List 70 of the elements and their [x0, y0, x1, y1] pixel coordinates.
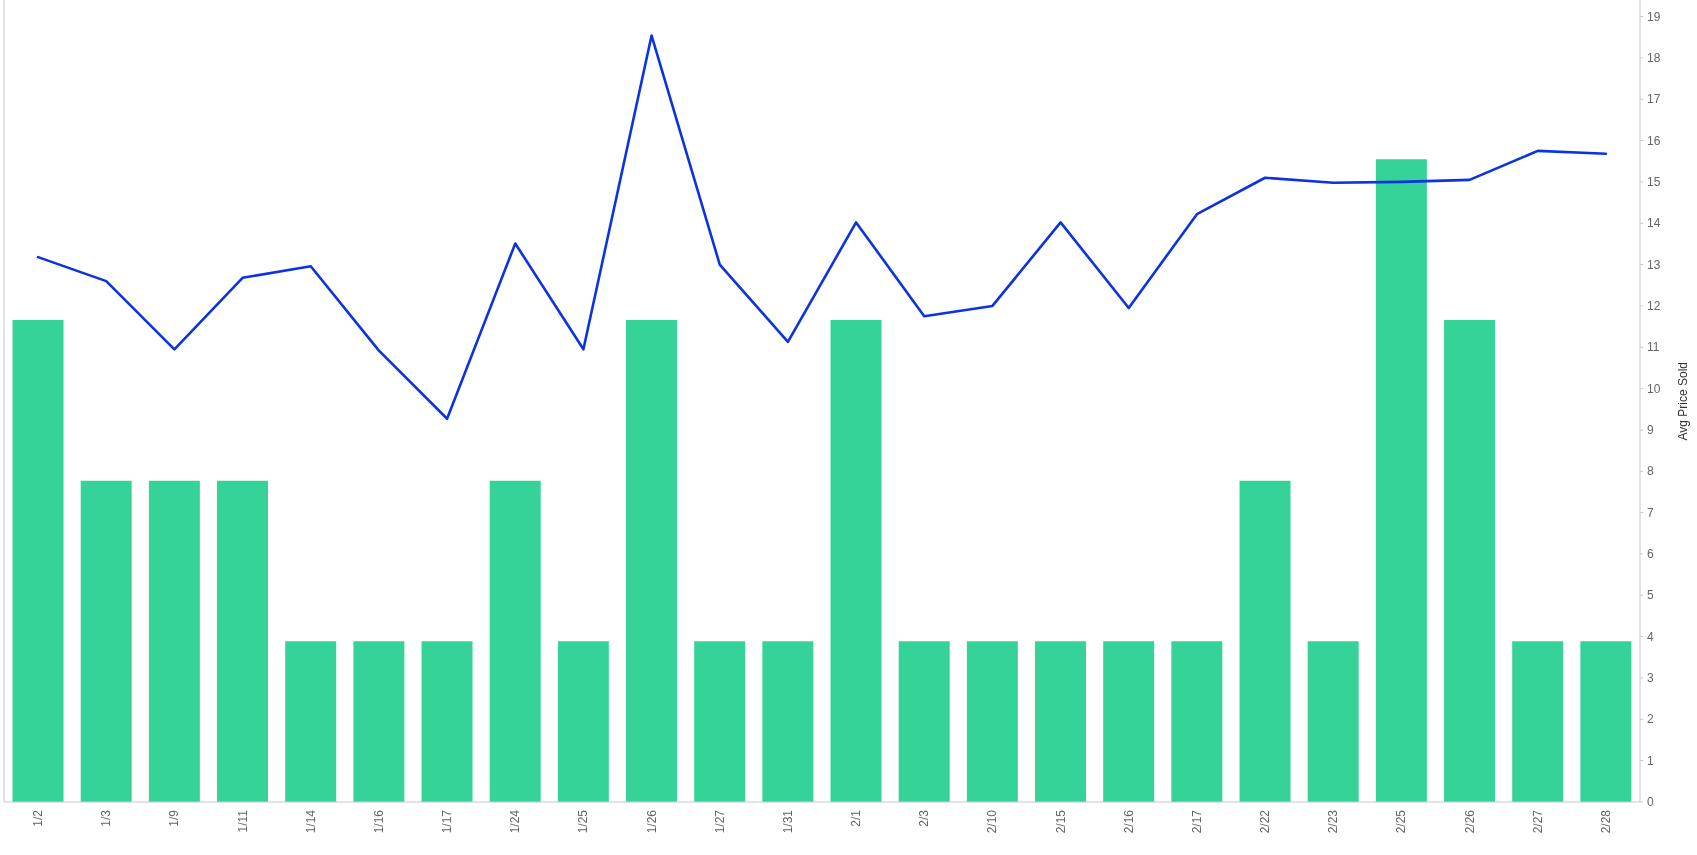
x-tick-label: 1/9 [167, 809, 182, 827]
x-tick-label: 1/16 [371, 809, 386, 834]
x-tick-label: 1/25 [576, 809, 591, 834]
bar [217, 480, 269, 802]
bar [12, 319, 64, 802]
x-tick-label: 1/24 [508, 809, 523, 834]
x-tick-label: 1/11 [235, 809, 250, 833]
x-tick-label: 1/31 [780, 809, 795, 834]
x-tick-label: 2/26 [1462, 809, 1477, 834]
line-series [36, 34, 1608, 421]
x-tick-label: 1/3 [99, 809, 114, 827]
y2-tick-label: 15 [1647, 174, 1661, 189]
y2-tick-label: 12 [1647, 298, 1661, 313]
bar [694, 641, 746, 802]
y2-tick-label: 7 [1647, 505, 1654, 520]
bar [1171, 641, 1223, 802]
bar [898, 641, 950, 802]
bar [626, 319, 678, 802]
bar [1375, 159, 1427, 802]
y2-tick-label: 19 [1647, 9, 1661, 24]
bar [285, 641, 337, 802]
bar [489, 480, 541, 802]
y2-tick-label: 1 [1647, 753, 1654, 768]
bar [762, 641, 814, 802]
bar [353, 641, 405, 802]
y2-tick-label: 4 [1647, 629, 1654, 644]
bar [148, 480, 200, 802]
x-tick-label: 2/28 [1598, 809, 1613, 834]
y2-tick-label: 6 [1647, 546, 1654, 561]
y2-tick-label: 17 [1647, 92, 1661, 107]
y2-tick-label: 11 [1647, 340, 1660, 355]
bar [966, 641, 1018, 802]
bar [1239, 480, 1291, 802]
x-tick-label: 2/22 [1258, 809, 1273, 834]
bar [421, 641, 473, 802]
x-tick-label: 2/23 [1326, 809, 1341, 834]
y2-tick-label: 2 [1647, 712, 1654, 727]
y2-tick-label: 16 [1647, 133, 1661, 148]
bar [1035, 641, 1087, 802]
bar [1512, 641, 1564, 802]
x-tick-label: 2/10 [985, 809, 1000, 834]
x-tick-label: 1/17 [440, 809, 455, 834]
bar [1580, 641, 1632, 802]
y2-tick-label: 14 [1647, 216, 1661, 231]
y2-axis-title: Avg Price Sold [1675, 361, 1691, 441]
bar [1103, 641, 1155, 802]
y2-tick-label: 8 [1647, 464, 1654, 479]
y2-tick-label: 0 [1647, 795, 1654, 809]
y2-tick-label: 5 [1647, 588, 1654, 603]
x-tick-label: 1/26 [644, 809, 659, 834]
y2-tick-label: 18 [1647, 50, 1661, 65]
bar [1444, 319, 1496, 802]
x-tick-label: 1/14 [303, 809, 318, 834]
bar [80, 480, 132, 802]
x-tick-label: 2/25 [1394, 809, 1409, 834]
x-tick-label: 2/27 [1530, 809, 1545, 834]
x-tick-label: 2/15 [1053, 809, 1068, 834]
bar [830, 319, 882, 802]
y2-tick-label: 10 [1647, 381, 1661, 396]
y2-tick-label: 9 [1647, 422, 1654, 437]
x-tick-label: 1/27 [712, 809, 727, 834]
x-tick-label: 1/2 [31, 809, 46, 827]
y2-tick-label: 3 [1647, 670, 1654, 685]
x-tick-label: 2/3 [917, 809, 932, 827]
bar [557, 641, 609, 802]
x-tick-label: 2/1 [849, 809, 864, 827]
x-tick-label: 2/17 [1189, 809, 1204, 834]
y2-tick-label: 13 [1647, 257, 1661, 272]
bar [1307, 641, 1359, 802]
x-tick-label: 2/16 [1121, 809, 1136, 834]
